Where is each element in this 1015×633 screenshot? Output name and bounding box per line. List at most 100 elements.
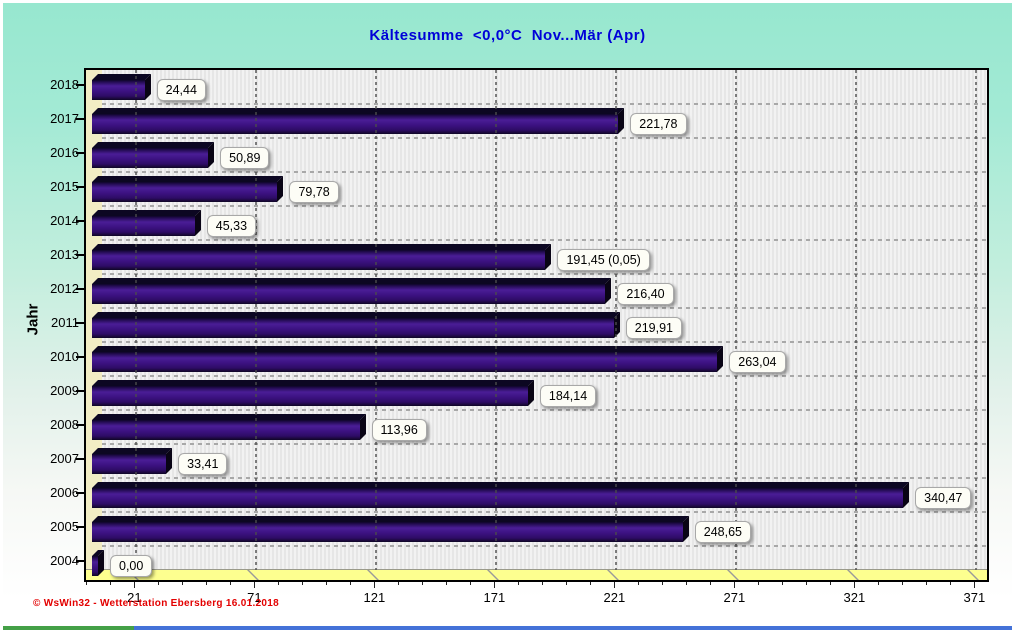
x-tick-mark: [326, 582, 328, 585]
x-tick-mark: [614, 582, 616, 588]
year-label: 2014: [50, 213, 79, 228]
year-tick: [76, 254, 84, 256]
bar-top-face: [92, 278, 612, 284]
x-tick-mark: [950, 582, 952, 585]
bar: [92, 312, 620, 338]
year-label: 2011: [51, 315, 79, 330]
x-tick-mark: [710, 582, 712, 585]
x-tick-mark: [254, 582, 256, 588]
bar: [92, 142, 215, 168]
value-label: 248,65: [694, 521, 751, 543]
x-tick-mark: [782, 582, 784, 585]
bar-top-face: [92, 142, 215, 148]
row-separator: [102, 409, 987, 411]
bar: [92, 516, 689, 542]
bar: [92, 414, 366, 440]
value-label: 216,40: [617, 283, 674, 305]
x-tick-label: 371: [963, 590, 986, 605]
year-tick: [76, 288, 84, 290]
bar: [92, 176, 284, 202]
year-label: 2010: [50, 349, 79, 364]
year-label: 2004: [50, 553, 79, 568]
year-tick: [76, 390, 84, 392]
row-separator: [102, 443, 987, 445]
row-separator: [102, 545, 987, 547]
year-label: 2018: [50, 77, 79, 92]
x-tick-mark: [206, 582, 208, 585]
year-tick: [76, 492, 84, 494]
bar-top-face: [92, 516, 689, 522]
x-tick-mark: [638, 582, 640, 585]
value-label: 221,78: [630, 113, 687, 135]
bar: [92, 550, 104, 576]
x-tick-mark: [134, 582, 136, 588]
bar-right-face: [277, 176, 284, 202]
bar-right-face: [618, 108, 625, 134]
x-tick-mark: [734, 582, 736, 588]
x-tick-mark: [830, 582, 832, 585]
x-tick-mark: [86, 582, 88, 585]
year-tick: [76, 186, 84, 188]
x-tick-label: 321: [843, 590, 866, 605]
year-tick: [76, 356, 84, 358]
bar-right-face: [545, 244, 552, 270]
bar-right-face: [682, 516, 689, 542]
row-separator: [102, 341, 987, 343]
x-tick-label: 71: [247, 590, 262, 605]
value-label: 50,89: [220, 147, 270, 169]
value-label: 24,44: [156, 79, 206, 101]
year-label: 2005: [50, 519, 79, 534]
bar-right-face: [166, 448, 173, 474]
gridline-vertical: [855, 70, 858, 570]
bar: [92, 210, 201, 236]
year-label: 2016: [50, 145, 79, 160]
bar: [92, 74, 151, 100]
row-separator: [102, 103, 987, 105]
bar-top-face: [92, 210, 201, 216]
x-tick-mark: [230, 582, 232, 585]
gridline-vertical: [735, 70, 738, 570]
x-tick-label: 271: [723, 590, 746, 605]
value-label: 33,41: [178, 453, 228, 475]
row-separator: [102, 307, 987, 309]
bar: [92, 108, 625, 134]
x-tick-mark: [374, 582, 376, 588]
value-label: 340,47: [915, 487, 972, 509]
x-tick-mark: [470, 582, 472, 585]
x-tick-mark: [806, 582, 808, 585]
x-tick-mark: [110, 582, 112, 585]
row-separator: [102, 137, 987, 139]
bar-right-face: [717, 346, 724, 372]
statusbar-green-strip: [3, 626, 134, 630]
year-label: 2008: [50, 417, 79, 432]
x-tick-mark: [302, 582, 304, 585]
x-tick-mark: [566, 582, 568, 585]
x-tick-mark: [926, 582, 928, 585]
bar-top-face: [92, 448, 173, 454]
x-tick-mark: [446, 582, 448, 585]
bar-right-face: [903, 482, 910, 508]
x-tick-mark: [422, 582, 424, 585]
row-separator: [102, 273, 987, 275]
x-tick-mark: [590, 582, 592, 585]
year-tick: [76, 118, 84, 120]
gridline-vertical: [255, 70, 258, 570]
year-tick: [76, 560, 84, 562]
value-label: 0,00: [110, 555, 153, 577]
value-label: 45,33: [206, 215, 257, 237]
row-separator: [102, 375, 987, 377]
year-tick: [76, 84, 84, 86]
value-label: 79,78: [289, 181, 339, 203]
value-label: 184,14: [539, 385, 597, 407]
bar-right-face: [194, 210, 201, 236]
value-label: 113,96: [371, 419, 427, 441]
x-tick-mark: [974, 582, 976, 588]
floor-3d: [86, 569, 987, 580]
bar-top-face: [92, 380, 534, 386]
bar-right-face: [527, 380, 534, 406]
year-label: 2012: [50, 281, 79, 296]
bar-right-face: [605, 278, 612, 304]
bar: [92, 346, 724, 372]
x-tick-mark: [494, 582, 496, 588]
